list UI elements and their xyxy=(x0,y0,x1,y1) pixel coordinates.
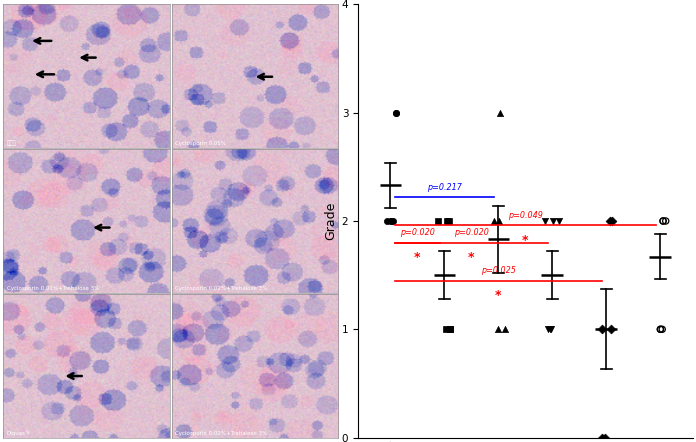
Point xyxy=(660,217,671,225)
Point xyxy=(599,434,610,441)
Point xyxy=(390,109,402,116)
Point xyxy=(605,217,616,225)
Text: p=0.217: p=0.217 xyxy=(427,183,461,192)
Text: Diquas®: Diquas® xyxy=(7,430,31,436)
Point xyxy=(444,326,455,333)
Point xyxy=(441,217,452,225)
Text: p=0.025: p=0.025 xyxy=(481,266,516,275)
Point xyxy=(432,217,443,225)
Point xyxy=(658,217,669,225)
Point xyxy=(386,217,397,225)
Text: *: * xyxy=(495,289,502,302)
Point xyxy=(494,217,505,225)
Point xyxy=(443,217,454,225)
Point xyxy=(658,217,669,225)
Text: Cyclosporin 0.05%: Cyclosporin 0.05% xyxy=(175,141,226,146)
Point xyxy=(655,326,666,333)
Point xyxy=(540,217,551,225)
Point xyxy=(388,217,399,225)
Point xyxy=(596,434,608,441)
Point xyxy=(547,217,558,225)
Text: *: * xyxy=(468,251,475,264)
Point xyxy=(444,326,455,333)
Point xyxy=(492,326,503,333)
Point xyxy=(553,217,564,225)
Text: 부형제: 부형제 xyxy=(7,141,17,146)
Y-axis label: Grade: Grade xyxy=(324,202,338,240)
Text: p=0.020: p=0.020 xyxy=(400,228,435,237)
Point xyxy=(499,326,510,333)
Point xyxy=(656,326,667,333)
Point xyxy=(546,326,557,333)
Point xyxy=(542,326,553,333)
Text: *: * xyxy=(522,234,528,247)
Point xyxy=(385,217,396,225)
Text: Cyclosporin 0.02%+Trehalose 3%: Cyclosporin 0.02%+Trehalose 3% xyxy=(175,431,267,436)
Point xyxy=(606,326,617,333)
Point xyxy=(596,326,608,333)
Point xyxy=(655,326,666,333)
Point xyxy=(494,109,505,116)
Point xyxy=(545,326,556,333)
Point xyxy=(382,217,393,225)
Point xyxy=(489,217,500,225)
Point xyxy=(390,109,402,116)
Text: Cyclosporin 0.01%+Trehalose 3%: Cyclosporin 0.01%+Trehalose 3% xyxy=(7,286,100,291)
Text: p=0.049: p=0.049 xyxy=(508,211,543,220)
Point xyxy=(440,326,451,333)
Point xyxy=(606,217,617,225)
Text: Cyclosporin 0.02%+Trehalose 3%: Cyclosporin 0.02%+Trehalose 3% xyxy=(175,286,267,291)
Text: p=0.020: p=0.020 xyxy=(454,228,489,237)
Text: *: * xyxy=(414,251,420,264)
